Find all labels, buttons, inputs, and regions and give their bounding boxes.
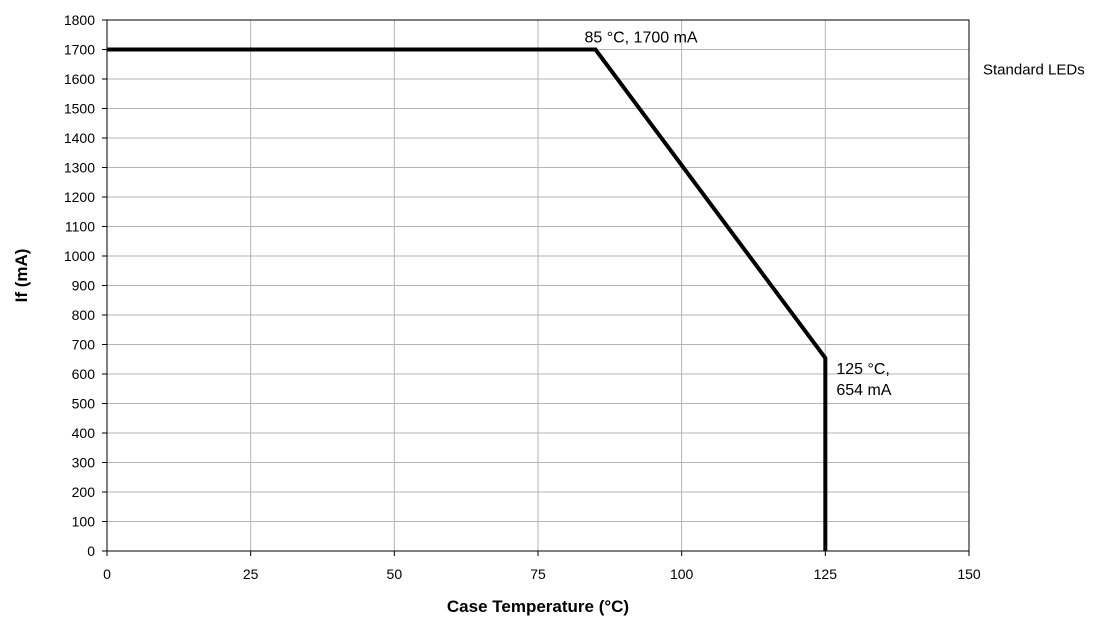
series-layer [107, 47, 828, 551]
y-tick-label: 1500 [64, 101, 95, 117]
x-tick-label: 75 [530, 566, 546, 582]
y-tick-label: 0 [87, 543, 95, 559]
point-annotation: 85 °C, 1700 mA [584, 30, 697, 47]
annotation-line: 125 °C, [836, 361, 890, 378]
y-tick-label: 500 [72, 396, 96, 412]
y-tick-label: 200 [72, 484, 96, 500]
y-tick-label: 300 [72, 455, 96, 471]
legend-entry-standard-leds: Standard LEDs [983, 62, 1085, 79]
y-tick-label: 1600 [64, 71, 95, 87]
y-tick-label: 1700 [64, 42, 95, 58]
grid [106, 19, 970, 552]
x-tick-label: 125 [814, 566, 838, 582]
y-tick-label: 800 [72, 307, 96, 323]
annotation-line: 654 mA [836, 382, 891, 399]
y-tick-label: 100 [72, 514, 96, 530]
x-tick-label: 50 [387, 566, 403, 582]
x-axis-title: Case Temperature (°C) [447, 597, 629, 616]
y-tick-label: 900 [72, 278, 96, 294]
annotations: 85 °C, 1700 mA 125 °C, 654 mA [584, 30, 891, 400]
y-axis-title: If (mA) [12, 249, 31, 303]
y-tick-label: 1400 [64, 130, 95, 146]
x-tick-label: 0 [103, 566, 111, 582]
y-tick-label: 600 [72, 366, 96, 382]
y-tick-label: 700 [72, 337, 96, 353]
y-tick-label: 1100 [65, 219, 95, 235]
axis-ticks: 0100200300400500600700800900100011001200… [64, 12, 981, 582]
y-tick-label: 400 [72, 425, 96, 441]
x-tick-label: 150 [957, 566, 981, 582]
y-tick-label: 1200 [64, 189, 95, 205]
annotation-line: 85 °C, 1700 mA [584, 30, 697, 47]
point-annotation: 125 °C, 654 mA [836, 361, 891, 399]
x-tick-label: 100 [670, 566, 694, 582]
y-tick-label: 1800 [64, 12, 95, 28]
y-tick-label: 1300 [64, 160, 95, 176]
x-tick-label: 25 [243, 566, 259, 582]
y-tick-label: 1000 [64, 248, 95, 264]
series-line-standard-leds [107, 47, 828, 551]
